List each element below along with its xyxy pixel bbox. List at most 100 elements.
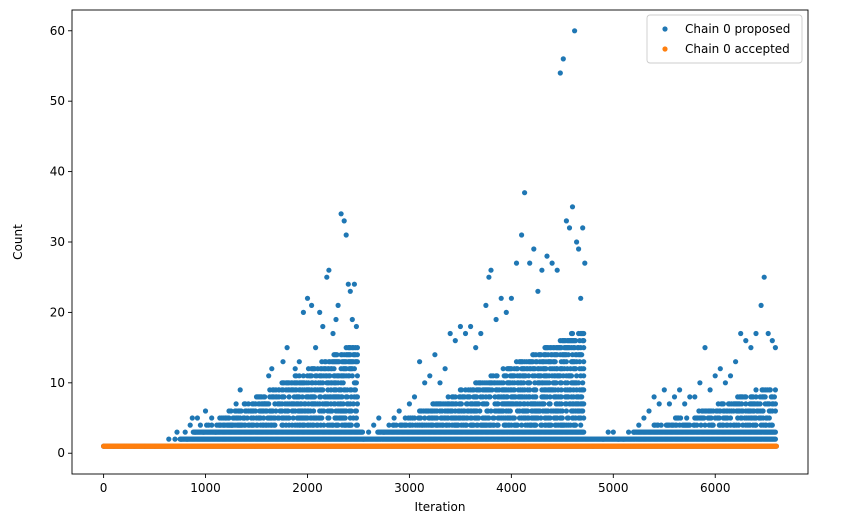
point-proposed bbox=[353, 415, 359, 421]
point-proposed bbox=[558, 380, 564, 386]
point-proposed bbox=[486, 274, 492, 280]
point-proposed bbox=[192, 429, 198, 435]
point-proposed bbox=[539, 267, 545, 273]
point-proposed bbox=[258, 408, 264, 414]
x-tick-label: 1000 bbox=[190, 481, 221, 495]
point-proposed bbox=[580, 225, 586, 231]
point-proposed bbox=[666, 401, 673, 407]
point-proposed bbox=[266, 373, 272, 379]
point-proposed bbox=[262, 401, 268, 407]
point-proposed bbox=[772, 429, 779, 435]
point-proposed bbox=[574, 373, 580, 379]
point-proposed bbox=[476, 415, 482, 421]
point-proposed bbox=[396, 408, 402, 414]
point-proposed bbox=[406, 401, 412, 407]
point-proposed bbox=[321, 422, 327, 428]
point-proposed bbox=[347, 288, 353, 294]
point-proposed bbox=[249, 401, 255, 407]
point-proposed bbox=[354, 359, 360, 365]
point-proposed bbox=[182, 429, 188, 435]
point-proposed bbox=[194, 415, 200, 421]
point-proposed bbox=[474, 394, 480, 400]
legend-label-accepted: Chain 0 accepted bbox=[685, 42, 790, 56]
point-proposed bbox=[757, 401, 763, 407]
point-proposed bbox=[578, 295, 584, 301]
point-proposed bbox=[317, 309, 323, 315]
point-proposed bbox=[581, 387, 587, 393]
point-proposed bbox=[299, 394, 305, 400]
point-proposed bbox=[313, 345, 319, 351]
point-proposed bbox=[566, 225, 573, 231]
point-proposed bbox=[350, 401, 356, 407]
point-proposed bbox=[462, 330, 469, 337]
point-proposed bbox=[580, 408, 586, 414]
point-proposed bbox=[548, 422, 554, 428]
point-proposed bbox=[252, 408, 259, 414]
point-proposed bbox=[200, 429, 207, 435]
point-proposed bbox=[766, 415, 772, 421]
point-proposed bbox=[366, 429, 372, 435]
legend-marker-accepted bbox=[662, 46, 668, 52]
point-proposed bbox=[468, 323, 474, 330]
point-proposed bbox=[710, 422, 716, 428]
point-proposed bbox=[576, 380, 582, 386]
point-proposed bbox=[519, 422, 525, 428]
point-proposed bbox=[276, 387, 282, 393]
point-proposed bbox=[576, 246, 582, 252]
point-proposed bbox=[581, 415, 587, 421]
x-axis-label: Iteration bbox=[415, 500, 466, 514]
point-proposed bbox=[504, 394, 510, 400]
point-proposed bbox=[772, 401, 779, 407]
point-proposed bbox=[743, 394, 749, 400]
point-proposed bbox=[354, 352, 360, 358]
point-proposed bbox=[558, 394, 564, 400]
point-proposed bbox=[487, 394, 493, 400]
point-proposed bbox=[266, 401, 272, 407]
point-proposed bbox=[432, 352, 438, 358]
legend-label-proposed: Chain 0 proposed bbox=[685, 22, 790, 36]
point-proposed bbox=[312, 394, 318, 400]
point-proposed bbox=[620, 436, 627, 442]
point-proposed bbox=[213, 429, 219, 435]
point-proposed bbox=[538, 415, 544, 421]
point-proposed bbox=[371, 422, 377, 428]
point-proposed bbox=[483, 302, 489, 308]
point-proposed bbox=[656, 401, 662, 407]
legend-marker-proposed bbox=[662, 26, 668, 32]
y-tick-label: 50 bbox=[50, 94, 65, 108]
point-proposed bbox=[692, 394, 698, 400]
point-proposed bbox=[572, 28, 578, 34]
point-proposed bbox=[411, 415, 418, 421]
point-proposed bbox=[498, 295, 504, 301]
point-proposed bbox=[206, 422, 212, 428]
point-proposed bbox=[354, 345, 360, 351]
point-proposed bbox=[418, 415, 424, 421]
point-proposed bbox=[533, 422, 539, 428]
point-proposed bbox=[500, 380, 506, 386]
point-proposed bbox=[722, 380, 729, 386]
point-proposed bbox=[557, 70, 563, 76]
point-proposed bbox=[335, 302, 341, 308]
point-proposed bbox=[197, 422, 203, 428]
point-proposed bbox=[564, 380, 571, 386]
point-proposed bbox=[319, 415, 325, 421]
point-proposed bbox=[716, 415, 722, 421]
point-proposed bbox=[553, 380, 559, 386]
point-proposed bbox=[290, 415, 296, 421]
point-proposed bbox=[442, 366, 448, 372]
point-proposed bbox=[458, 387, 464, 393]
point-proposed bbox=[581, 366, 587, 372]
point-proposed bbox=[694, 422, 700, 428]
point-proposed bbox=[344, 394, 350, 400]
point-proposed bbox=[554, 267, 560, 273]
point-proposed bbox=[354, 422, 360, 428]
point-proposed bbox=[229, 422, 235, 428]
point-proposed bbox=[626, 429, 632, 435]
point-proposed bbox=[340, 380, 346, 386]
y-tick-label: 60 bbox=[50, 24, 65, 38]
point-proposed bbox=[563, 408, 570, 414]
point-proposed bbox=[261, 415, 267, 421]
point-proposed bbox=[333, 316, 339, 323]
point-proposed bbox=[579, 352, 585, 358]
point-proposed bbox=[511, 387, 517, 393]
